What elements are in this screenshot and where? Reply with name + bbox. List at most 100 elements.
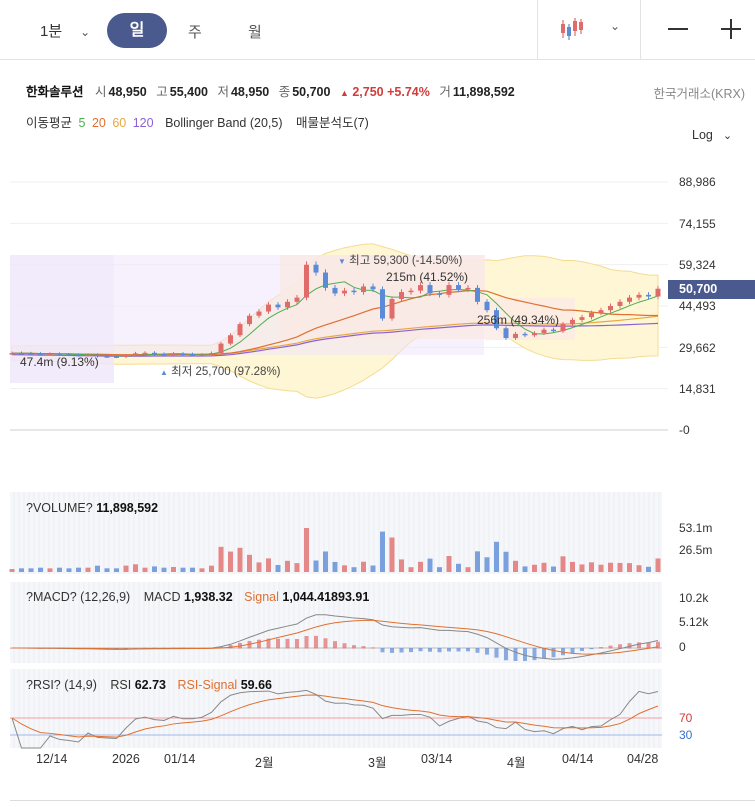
candle-body xyxy=(560,324,566,332)
volume-bar xyxy=(465,567,471,572)
volume-bar xyxy=(427,558,433,572)
scale-select[interactable]: Log ⌄ xyxy=(692,128,732,142)
rsi-series xyxy=(11,689,659,749)
candle-body xyxy=(503,328,509,339)
candle-body xyxy=(66,354,72,356)
volume-bar xyxy=(256,562,262,572)
rsi-signal-label: RSI-Signal xyxy=(177,678,238,692)
macd-histogram-bar xyxy=(295,639,299,649)
candle-body xyxy=(104,356,110,358)
y-tick: 30 xyxy=(679,728,693,742)
volume-bar xyxy=(589,562,594,572)
candle-body xyxy=(456,285,461,290)
candle-body xyxy=(646,294,651,297)
volume-bar xyxy=(161,567,167,572)
macd-histogram-bar xyxy=(646,642,651,649)
volume-bar xyxy=(76,567,81,572)
candle-body xyxy=(465,287,471,290)
candle-body xyxy=(636,294,642,298)
volume-bar xyxy=(133,564,138,572)
volume-bars xyxy=(9,528,661,572)
interval-select[interactable]: 1분 ⌄ xyxy=(40,20,90,41)
macd-histogram-bar xyxy=(608,645,613,649)
macd-histogram-bar xyxy=(361,646,366,649)
zoom-out-button[interactable] xyxy=(668,28,688,30)
volume-bar xyxy=(475,551,480,572)
ma20-label: 20 xyxy=(91,116,106,130)
ma-label: 이동평균 xyxy=(26,116,73,130)
rsi-signal-value: 59.66 xyxy=(240,678,272,692)
volume-bar xyxy=(513,560,518,572)
y-tick: 44,493 xyxy=(679,299,716,313)
interval-label: 1분 xyxy=(40,23,63,40)
macd-histogram-bar xyxy=(333,641,337,649)
macd-line xyxy=(11,614,659,660)
candle-body xyxy=(57,353,62,356)
candle-body xyxy=(608,305,613,311)
macd-histogram-bar xyxy=(352,645,356,649)
volume-bar xyxy=(598,564,604,572)
ma5-label: 5 xyxy=(78,116,86,130)
volume-bar xyxy=(332,561,338,572)
moving-averages xyxy=(11,281,659,357)
candle-body xyxy=(389,299,395,319)
macd-histogram-bar xyxy=(409,648,413,653)
volume-bar xyxy=(351,567,357,572)
volume-bar xyxy=(209,565,214,572)
candle-body xyxy=(161,353,167,356)
macd-histogram-bar xyxy=(485,648,489,655)
macd-histogram-bar xyxy=(599,647,603,649)
rsi-title: ?RSI? (14,9) xyxy=(26,678,97,692)
macd-histogram-bar xyxy=(656,641,660,649)
candlestick-icon[interactable] xyxy=(560,16,586,47)
volume-bar xyxy=(104,568,110,572)
volume-bar xyxy=(541,562,547,572)
candle-body xyxy=(294,297,300,302)
macd-histogram-bar xyxy=(637,642,641,649)
candle-body xyxy=(437,293,442,295)
candle-body xyxy=(152,352,157,355)
candle-body xyxy=(380,289,385,319)
candle-body xyxy=(532,333,537,336)
volume-bar xyxy=(503,551,509,572)
macd-histogram-bar xyxy=(219,646,223,649)
volume-bar xyxy=(66,568,72,572)
chart-type-chevron-icon[interactable]: ⌄ xyxy=(610,19,621,33)
x-tick: 2026 xyxy=(112,752,140,766)
candle-body xyxy=(142,352,148,355)
y-tick: 29,662 xyxy=(679,341,716,355)
macd-histogram-bar xyxy=(266,638,271,649)
candle-body xyxy=(418,285,423,291)
macd-histogram-bar xyxy=(133,648,138,649)
macd-histogram-bar xyxy=(285,638,290,649)
candle-body xyxy=(408,290,414,293)
indicator-legend[interactable]: 이동평균 5 20 60 120 Bollinger Band (20,5) 매… xyxy=(26,112,372,131)
candle-body xyxy=(38,353,43,356)
macd-histogram-bar xyxy=(523,648,527,661)
tab-day[interactable]: 일 xyxy=(107,13,167,48)
candle-body xyxy=(342,290,347,294)
volume-profile-label-3: 256m (49.34%) xyxy=(477,313,560,327)
candle-body xyxy=(541,329,547,334)
volume-bar xyxy=(323,551,328,572)
macd-value: 1,938.32 xyxy=(184,590,233,604)
volume-bar xyxy=(551,566,556,572)
candle-body xyxy=(209,353,214,355)
tab-week[interactable]: 주 xyxy=(188,24,202,41)
volume-bar xyxy=(9,569,15,572)
macd-histogram-bar xyxy=(618,644,622,649)
tab-month[interactable]: 월 xyxy=(248,24,262,41)
volume-bar xyxy=(294,563,300,572)
volume-bar xyxy=(247,554,252,572)
macd-histogram-bar xyxy=(447,648,451,652)
scale-label: Log xyxy=(692,128,713,142)
candle-body xyxy=(370,286,376,290)
macd-histogram-bar xyxy=(342,643,347,649)
macd-histogram-bar xyxy=(371,647,375,649)
volume-bar xyxy=(171,567,176,572)
macd-signal-value: 1,044.41893.91 xyxy=(282,590,370,604)
macd-histogram-bar xyxy=(570,648,575,654)
candle-body xyxy=(589,312,594,318)
candles xyxy=(9,261,661,359)
